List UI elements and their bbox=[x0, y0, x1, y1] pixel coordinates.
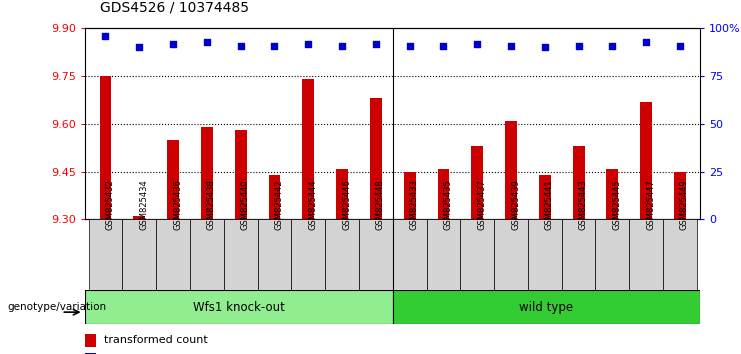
Bar bbox=[596, 219, 629, 290]
Bar bbox=[471, 146, 483, 219]
Point bbox=[573, 43, 585, 48]
Text: GSM825443: GSM825443 bbox=[579, 179, 588, 230]
Point bbox=[370, 41, 382, 46]
Point bbox=[505, 43, 517, 48]
Bar bbox=[201, 127, 213, 219]
Point bbox=[404, 43, 416, 48]
Bar bbox=[85, 353, 96, 354]
Text: GSM825447: GSM825447 bbox=[646, 179, 655, 230]
Text: GDS4526 / 10374485: GDS4526 / 10374485 bbox=[99, 0, 249, 14]
Bar bbox=[268, 175, 280, 219]
Bar bbox=[122, 219, 156, 290]
Bar bbox=[539, 175, 551, 219]
Bar bbox=[663, 219, 697, 290]
Bar bbox=[640, 102, 652, 219]
Bar bbox=[674, 172, 686, 219]
Bar bbox=[370, 98, 382, 219]
Text: GSM825444: GSM825444 bbox=[308, 179, 317, 230]
Bar bbox=[224, 219, 258, 290]
Text: GSM825441: GSM825441 bbox=[545, 179, 554, 230]
Bar bbox=[85, 334, 96, 347]
Text: GSM825440: GSM825440 bbox=[241, 179, 250, 230]
Text: GSM825435: GSM825435 bbox=[443, 179, 453, 230]
Point bbox=[674, 43, 686, 48]
Point bbox=[437, 43, 449, 48]
Bar bbox=[235, 130, 247, 219]
Point bbox=[336, 43, 348, 48]
Point bbox=[268, 43, 280, 48]
Bar bbox=[258, 219, 291, 290]
Text: GSM825449: GSM825449 bbox=[680, 179, 689, 230]
Bar bbox=[393, 290, 700, 324]
Text: GSM825439: GSM825439 bbox=[511, 179, 520, 230]
Bar bbox=[573, 146, 585, 219]
Bar bbox=[85, 290, 393, 324]
Point bbox=[167, 41, 179, 46]
Bar bbox=[460, 219, 494, 290]
Bar bbox=[437, 169, 449, 219]
Bar bbox=[528, 219, 562, 290]
Bar bbox=[404, 172, 416, 219]
Text: GSM825434: GSM825434 bbox=[139, 179, 148, 230]
Bar bbox=[167, 140, 179, 219]
Bar bbox=[156, 219, 190, 290]
Bar bbox=[133, 216, 145, 219]
Text: GSM825448: GSM825448 bbox=[376, 179, 385, 230]
Text: genotype/variation: genotype/variation bbox=[7, 302, 107, 312]
Bar bbox=[336, 169, 348, 219]
Bar bbox=[505, 121, 517, 219]
Text: GSM825446: GSM825446 bbox=[342, 179, 351, 230]
Text: GSM825437: GSM825437 bbox=[477, 179, 486, 230]
Bar bbox=[291, 219, 325, 290]
Point bbox=[99, 33, 111, 39]
Text: Wfs1 knock-out: Wfs1 knock-out bbox=[193, 301, 285, 314]
Point bbox=[133, 45, 145, 50]
Bar bbox=[359, 219, 393, 290]
Text: GSM825438: GSM825438 bbox=[207, 179, 216, 230]
Text: GSM825445: GSM825445 bbox=[612, 179, 622, 230]
Bar bbox=[427, 219, 460, 290]
Text: wild type: wild type bbox=[519, 301, 574, 314]
Point bbox=[471, 41, 483, 46]
Bar bbox=[190, 219, 224, 290]
Text: GSM825436: GSM825436 bbox=[173, 179, 182, 230]
Bar bbox=[325, 219, 359, 290]
Text: GSM825432: GSM825432 bbox=[105, 179, 115, 230]
Bar bbox=[393, 219, 427, 290]
Text: transformed count: transformed count bbox=[104, 335, 207, 345]
Point bbox=[606, 43, 618, 48]
Point bbox=[201, 39, 213, 45]
Bar bbox=[89, 219, 122, 290]
Point bbox=[235, 43, 247, 48]
Bar bbox=[494, 219, 528, 290]
Point bbox=[302, 41, 314, 46]
Point bbox=[539, 45, 551, 50]
Bar bbox=[606, 169, 618, 219]
Text: GSM825433: GSM825433 bbox=[410, 179, 419, 230]
Point bbox=[640, 39, 652, 45]
Bar bbox=[99, 76, 111, 219]
Bar bbox=[562, 219, 596, 290]
Text: GSM825442: GSM825442 bbox=[274, 179, 284, 230]
Bar bbox=[302, 79, 314, 219]
Bar bbox=[629, 219, 663, 290]
